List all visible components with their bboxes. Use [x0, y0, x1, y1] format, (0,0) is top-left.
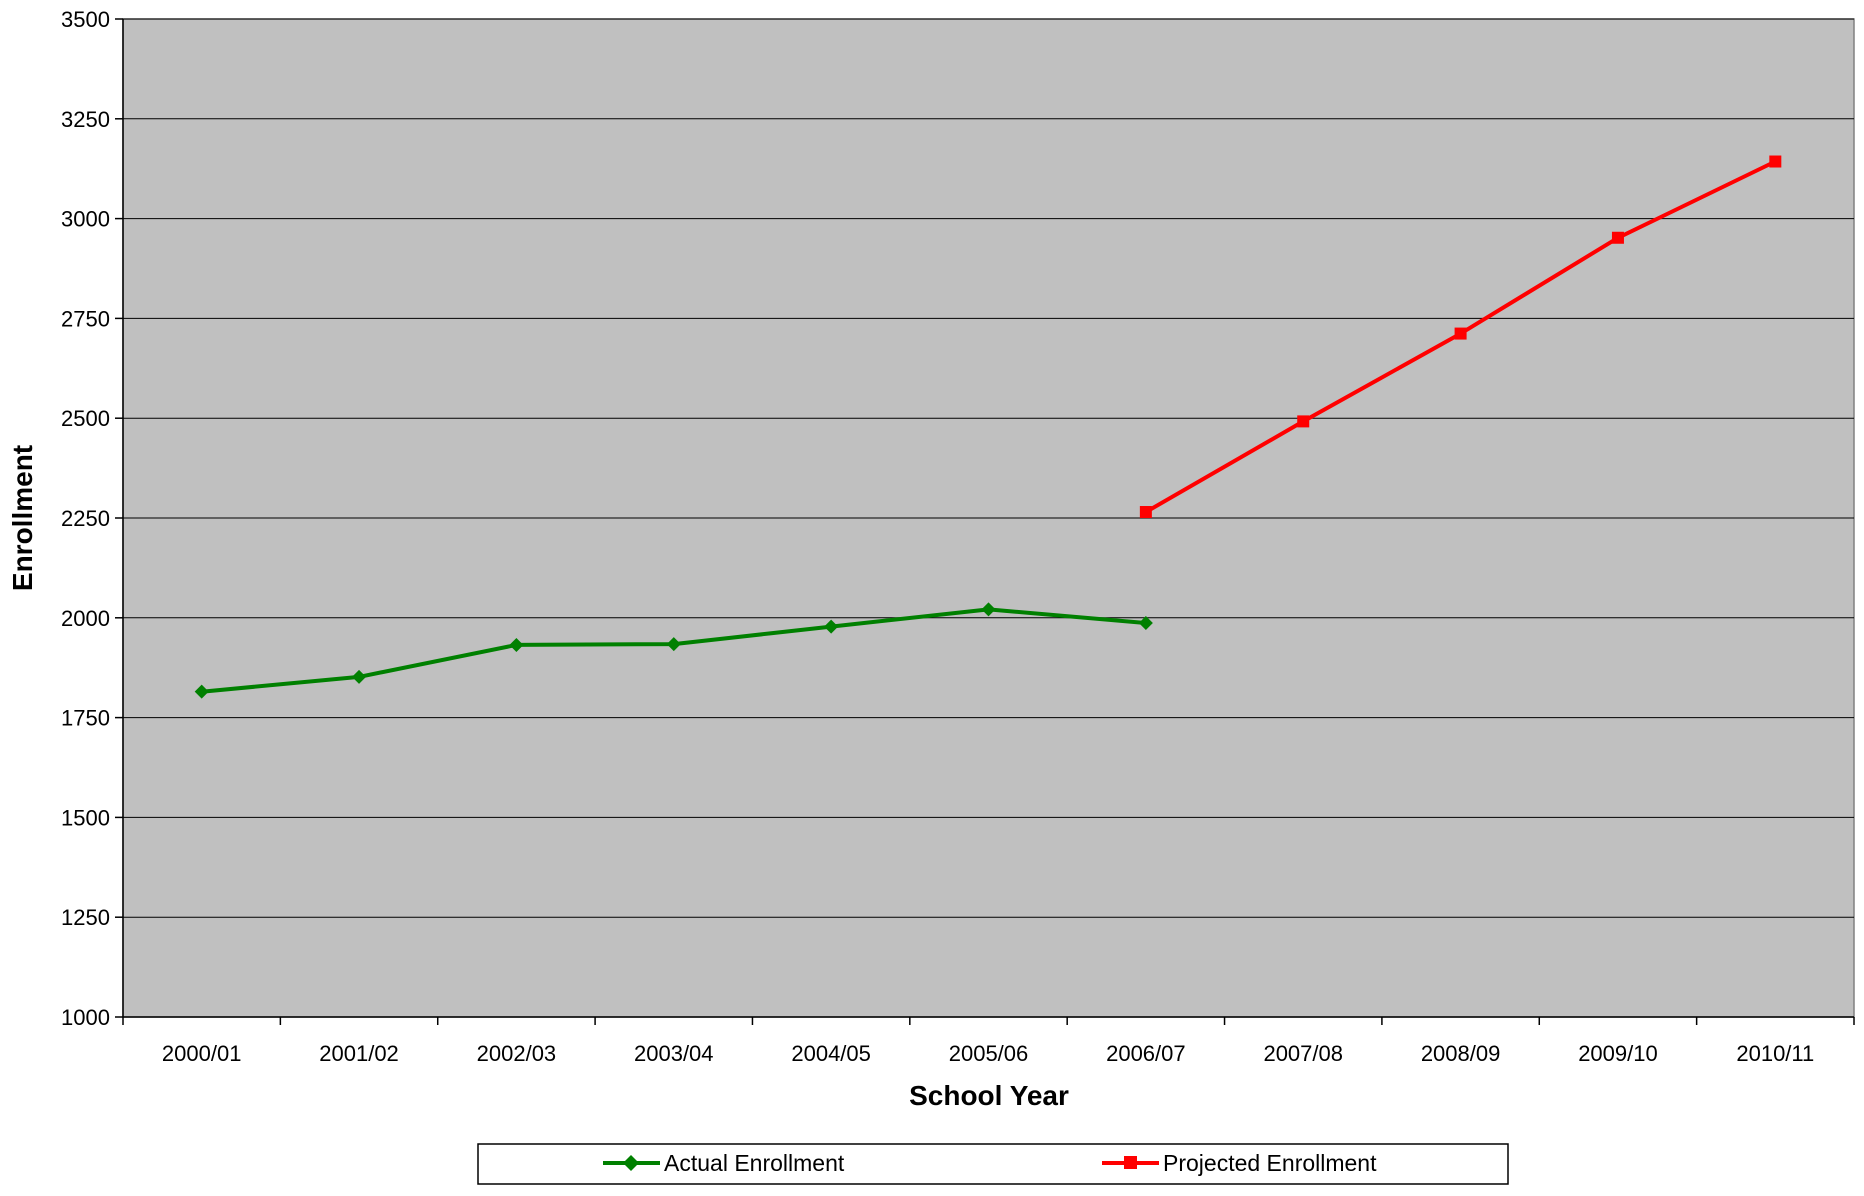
y-tick-label: 1750 — [61, 706, 110, 731]
data-point-diamond — [352, 669, 367, 684]
x-tick-label: 2004/05 — [791, 1041, 871, 1066]
axes: 1000 1250 1500 1750 2000 2250 2500 2750 3000 3250… — [61, 7, 1855, 1066]
series-1 — [1139, 155, 1782, 519]
y-tick-label: 2000 — [61, 606, 110, 631]
x-tick-label: 2009/10 — [1578, 1041, 1658, 1066]
data-point-diamond — [509, 637, 524, 652]
legend-label: Projected Enrollment — [1163, 1150, 1377, 1176]
data-point-square — [1139, 506, 1152, 519]
data-point-square — [1611, 231, 1624, 244]
x-tick-label: 2000/01 — [162, 1041, 242, 1066]
x-tick-label: 2010/11 — [1736, 1041, 1814, 1066]
x-tick-label: 2006/07 — [1106, 1041, 1186, 1066]
y-tick-label: 2750 — [61, 306, 110, 331]
legend-square-icon — [1124, 1156, 1137, 1169]
x-tick-label: 2005/06 — [949, 1041, 1029, 1066]
y-tick-label: 2500 — [61, 406, 110, 431]
data-point-diamond — [666, 637, 681, 652]
legend-label: Actual Enrollment — [664, 1150, 845, 1176]
legend: Actual Enrollment Projected Enrollment — [477, 1143, 1509, 1185]
x-axis-title: School Year — [909, 1080, 1069, 1111]
data-point-diamond — [194, 684, 209, 699]
data-point-square — [1769, 155, 1782, 168]
data-point-square — [1454, 327, 1467, 340]
y-tick-label: 2250 — [61, 506, 110, 531]
data-point-diamond — [981, 602, 996, 617]
y-tick-label: 1000 — [61, 1005, 110, 1030]
series-0 — [194, 602, 1153, 699]
x-tick-label: 2002/03 — [477, 1041, 557, 1066]
x-tick-label: 2008/09 — [1421, 1041, 1501, 1066]
series — [194, 155, 1782, 699]
data-point-square — [1297, 415, 1310, 428]
y-tick-label: 3500 — [61, 7, 110, 32]
y-tick-label: 3250 — [61, 107, 110, 132]
grid-lines — [123, 18, 1854, 918]
y-axis-title: Enrollment — [7, 445, 38, 591]
data-point-diamond — [824, 619, 839, 634]
y-tick-label: 1500 — [61, 805, 110, 830]
x-tick-label: 2007/08 — [1263, 1041, 1343, 1066]
y-tick-label: 3000 — [61, 207, 110, 232]
y-tick-label: 1250 — [61, 905, 110, 930]
legend-item-actual: Actual Enrollment — [603, 1150, 845, 1176]
data-point-diamond — [1138, 615, 1153, 630]
legend-diamond-icon — [623, 1155, 639, 1171]
x-tick-label: 2003/04 — [634, 1041, 714, 1066]
legend-item-projected: Projected Enrollment — [1102, 1150, 1377, 1176]
x-tick-label: 2001/02 — [319, 1041, 399, 1066]
